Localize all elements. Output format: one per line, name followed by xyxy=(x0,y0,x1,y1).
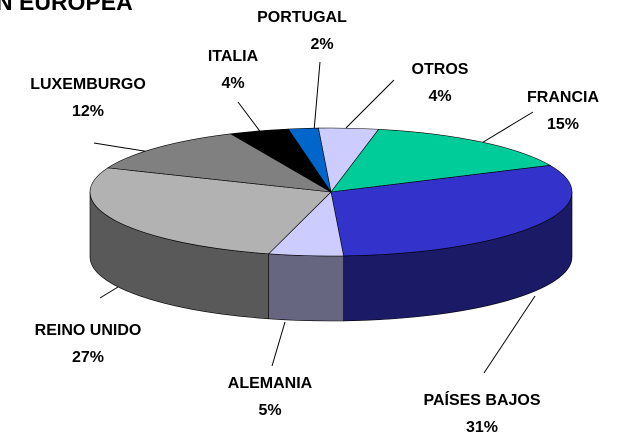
leader-line xyxy=(99,286,119,299)
chart-title: N EUROPEA xyxy=(0,0,133,15)
leader-lines xyxy=(93,61,536,374)
leader-line xyxy=(237,101,263,135)
pie-slice xyxy=(287,127,332,193)
leader-line xyxy=(313,61,321,132)
leader-line xyxy=(345,79,395,129)
value-label: 2% xyxy=(310,36,333,53)
pie-sides xyxy=(89,191,573,322)
value-label: 27% xyxy=(72,349,104,366)
slice-label: ITALIA xyxy=(208,48,259,65)
pie-slice xyxy=(330,128,552,193)
value-label: 15% xyxy=(547,116,579,133)
value-label: 12% xyxy=(72,103,104,120)
value-label: 5% xyxy=(258,402,281,419)
slice-label: PAÍSES BAJOS xyxy=(423,390,540,409)
leader-line xyxy=(271,321,286,367)
pie-side xyxy=(268,253,344,322)
value-label: 31% xyxy=(466,419,498,435)
leader-line xyxy=(479,111,534,145)
leader-line xyxy=(483,295,536,374)
slice-label: PORTUGAL xyxy=(257,9,347,26)
pie-tops xyxy=(89,127,573,257)
slice-label: REINO UNIDO xyxy=(35,322,142,339)
slice-label: OTROS xyxy=(412,61,469,78)
value-label: 4% xyxy=(221,75,244,92)
pie-slice xyxy=(330,165,573,257)
slice-label: ALEMANIA xyxy=(228,375,313,392)
pie-slice xyxy=(89,167,332,255)
pie-slice xyxy=(106,133,332,193)
value-label: 4% xyxy=(428,88,451,105)
pie xyxy=(89,127,573,322)
slice-label: FRANCIA xyxy=(527,89,599,106)
slice-label: LUXEMBURGO xyxy=(30,76,146,93)
leader-line xyxy=(93,142,151,153)
